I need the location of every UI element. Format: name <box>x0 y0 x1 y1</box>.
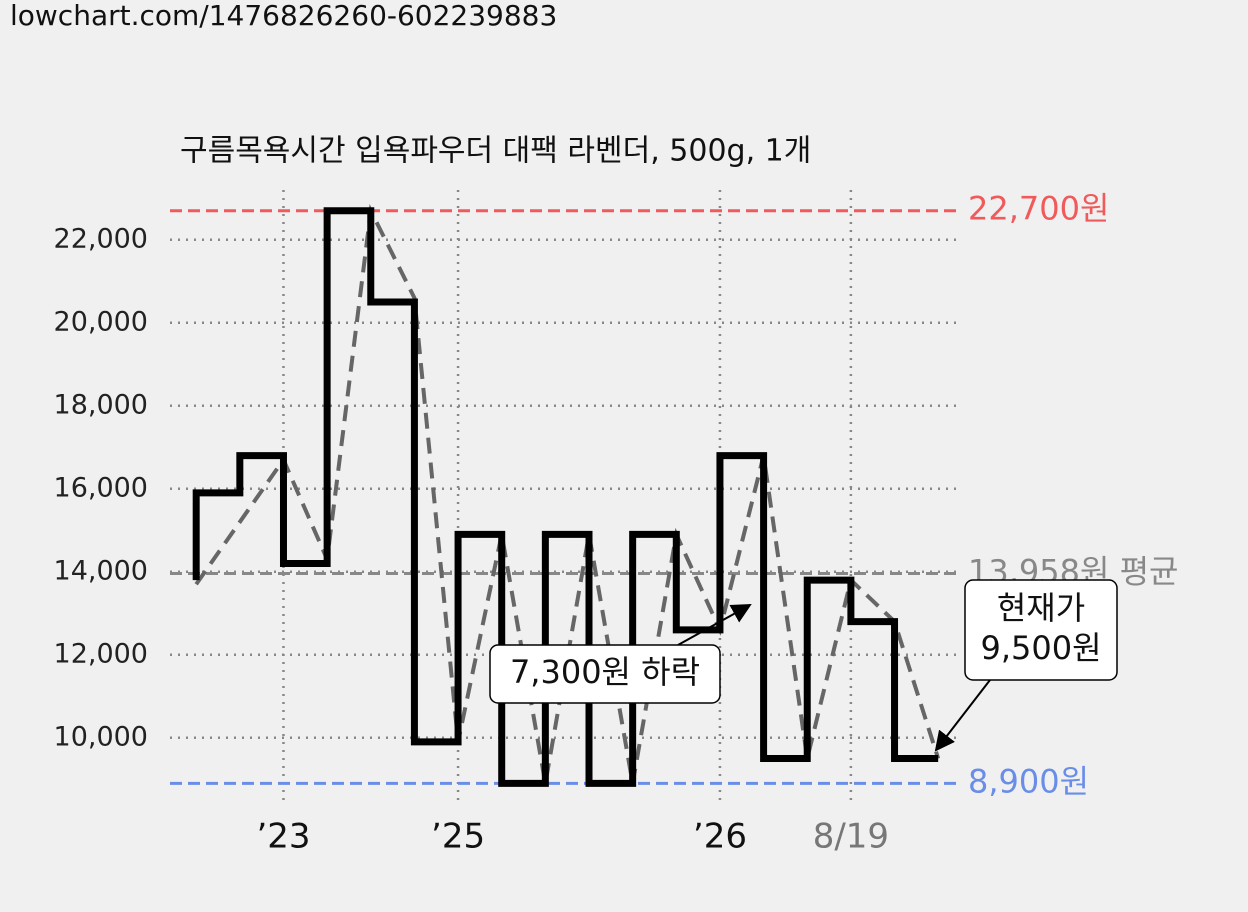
price-trend-line <box>194 203 941 784</box>
y-tick-label: 20,000 <box>54 306 148 337</box>
annotation-text: 7,300원 하락 <box>510 653 700 691</box>
y-tick-label: 16,000 <box>54 472 148 503</box>
annotation-arrow <box>677 604 752 646</box>
price-step-line <box>192 207 939 787</box>
x-tick-label: ’23 <box>256 817 310 857</box>
url: lowchart.com/1476826260-602239883 <box>10 0 557 32</box>
x-tick-label: ’25 <box>431 817 485 857</box>
annotation-text: 현재가 <box>997 589 1085 627</box>
reference-label: 22,700원 <box>968 190 1109 228</box>
annotation-text: 9,500원 <box>980 629 1101 667</box>
y-tick-label: 10,000 <box>54 721 148 752</box>
y-tick-label: 22,000 <box>54 223 148 254</box>
annotation-arrow <box>934 679 991 752</box>
chart-title: 구름목욕시간 입욕파우더 대팩 라벤더, 500g, 1개 <box>180 134 811 169</box>
x-tick-label: 8/19 <box>813 817 889 857</box>
y-tick-label: 12,000 <box>54 638 148 669</box>
x-tick-label: ’26 <box>693 817 747 857</box>
reference-label: 8,900원 <box>968 762 1089 800</box>
annotation-box <box>964 579 1118 681</box>
annotation-box <box>489 644 721 704</box>
y-tick-label: 18,000 <box>54 389 148 420</box>
y-tick-label: 14,000 <box>54 555 148 586</box>
